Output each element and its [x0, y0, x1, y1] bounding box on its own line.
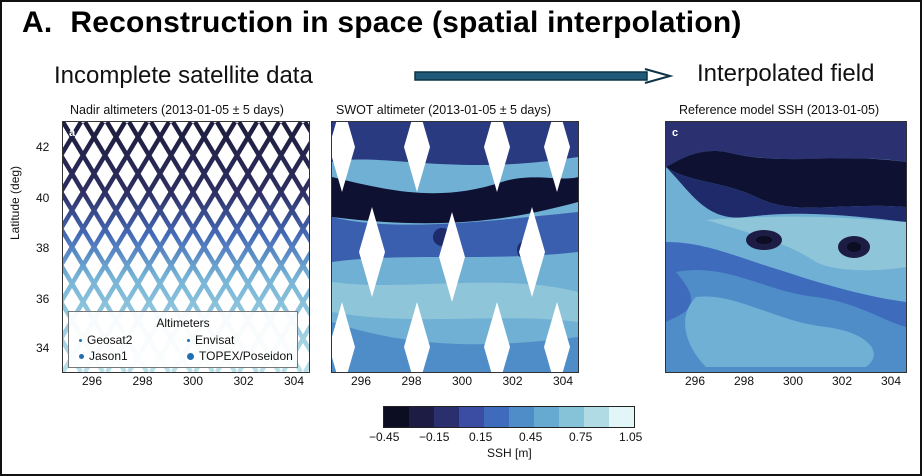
right-caption: Interpolated field	[697, 60, 875, 87]
swath-gap	[332, 122, 355, 192]
colorbar-tick-label: −0.45	[369, 430, 400, 444]
x-tick-label: 300	[183, 374, 204, 388]
x-tick-label: 304	[881, 374, 902, 388]
colorbar-tick-label: 0.15	[469, 430, 493, 444]
x-tick-label: 298	[734, 374, 755, 388]
y-tick-label: 42	[36, 140, 50, 154]
x-tick-label: 296	[351, 374, 372, 388]
altimeter-legend: Altimeters Geosat2 Envisat Jason1 TOPEX/…	[68, 311, 298, 368]
colorbar-swatch	[559, 407, 584, 427]
panel-c-title: Reference model SSH (2013-01-05)	[679, 103, 880, 117]
x-tick-label: 302	[832, 374, 853, 388]
satellite-track	[281, 324, 309, 372]
panel-a-title: Nadir altimeters (2013-01-05 ± 5 days)	[70, 103, 284, 117]
colorbar-swatch	[459, 407, 484, 427]
panel-c-label: c	[672, 127, 679, 139]
colorbar-tick-label: −0.15	[419, 430, 450, 444]
satellite-track	[63, 122, 105, 194]
legend-item: Envisat	[187, 333, 234, 347]
legend-dot-icon	[187, 352, 194, 360]
panel-b-label: b	[338, 127, 345, 139]
colorbar-swatch	[534, 407, 559, 427]
satellite-track	[63, 122, 127, 230]
swath-gap	[404, 122, 430, 192]
legend-item-label: TOPEX/Poseidon	[199, 349, 293, 363]
satellite-track	[259, 122, 309, 207]
legend-dot-icon	[79, 338, 82, 342]
swath-gap	[359, 207, 385, 297]
colorbar-swatch	[584, 407, 609, 427]
legend-dot-icon	[187, 338, 190, 342]
y-tick-label: 36	[36, 292, 50, 306]
colorbar-tick-label: 1.05	[619, 430, 643, 444]
legend-item: Geosat2	[79, 333, 132, 347]
legend-item: Jason1	[79, 349, 128, 363]
colorbar-swatch	[484, 407, 509, 427]
colorbar-swatch	[434, 407, 459, 427]
figure-title: A. Reconstruction in space (spatial inter…	[22, 6, 742, 40]
legend-dot-icon	[79, 353, 84, 359]
swath-gap	[439, 212, 465, 302]
x-tick-label: 304	[284, 374, 305, 388]
colorbar-label: SSH [m]	[487, 446, 532, 460]
x-tick-label: 302	[233, 374, 254, 388]
x-tick-label: 300	[783, 374, 804, 388]
legend-item: TOPEX/Poseidon	[187, 349, 293, 363]
x-tick-label: 304	[553, 374, 574, 388]
section-letter: A.	[22, 6, 53, 39]
x-tick-label: 302	[502, 374, 523, 388]
satellite-track	[63, 122, 171, 304]
swath-gap	[544, 302, 570, 372]
colorbar-swatch	[409, 407, 434, 427]
x-tick-label: 300	[452, 374, 473, 388]
swath-gap	[484, 122, 510, 192]
swath-gap	[519, 207, 545, 297]
left-caption: Incomplete satellite data	[54, 62, 313, 89]
panel-c-map: c	[665, 121, 907, 373]
colorbar-swatch	[609, 407, 634, 427]
satellite-track	[237, 122, 309, 244]
colorbar-tick-label: 0.75	[569, 430, 593, 444]
section-title: Reconstruction in space (spatial interpo…	[70, 6, 742, 39]
satellite-track	[281, 122, 309, 170]
reference-field	[666, 122, 906, 372]
legend-item-label: Jason1	[89, 349, 128, 363]
swath-gap	[404, 302, 430, 372]
swath-gap	[332, 302, 355, 372]
legend-item-label: Geosat2	[87, 333, 133, 347]
x-tick-label: 298	[401, 374, 422, 388]
y-tick-label: 40	[36, 191, 50, 205]
colorbar-tick-label: 0.45	[519, 430, 543, 444]
panel-b-map: b	[331, 121, 579, 373]
x-tick-label: 296	[82, 374, 103, 388]
y-axis-label: Latitude (deg)	[8, 165, 22, 240]
ssh-colorbar	[383, 406, 635, 428]
y-tick-label: 38	[36, 241, 50, 255]
panel-b-title: SWOT altimeter (2013-01-05 ± 5 days)	[336, 103, 552, 117]
x-tick-label: 296	[685, 374, 706, 388]
legend-item-label: Envisat	[195, 333, 235, 347]
legend-title: Altimeters	[156, 316, 210, 330]
colorbar-swatch	[384, 407, 409, 427]
y-tick-label: 34	[36, 341, 50, 355]
colorbar-swatch	[509, 407, 534, 427]
satellite-track	[63, 122, 149, 267]
satellite-track	[63, 122, 193, 340]
swot-swaths	[332, 122, 578, 372]
panel-a-label: a	[69, 127, 76, 139]
swath-gap	[544, 122, 570, 192]
x-tick-label: 298	[132, 374, 153, 388]
swath-gap	[484, 302, 510, 372]
